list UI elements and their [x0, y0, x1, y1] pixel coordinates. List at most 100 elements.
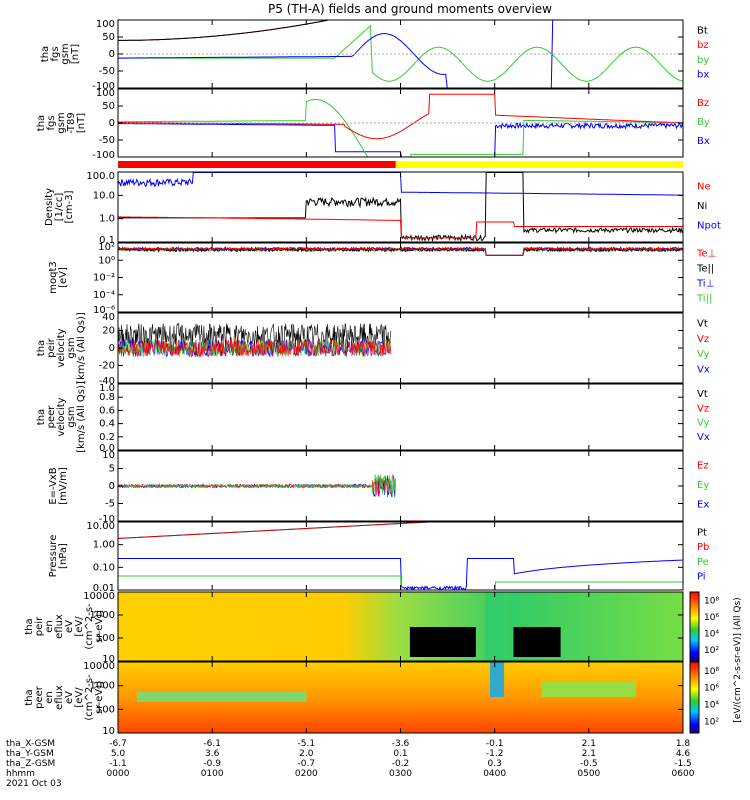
y-axis-label: [nT]: [76, 113, 87, 133]
legend-entry: bz: [697, 40, 709, 51]
y-axis-label: peer: [34, 685, 45, 709]
axis-row-label: hhmm: [6, 769, 35, 779]
y-tick-label: 100: [96, 88, 115, 99]
y-axis-label: eflux: [54, 685, 65, 710]
legend-entry: Vy: [697, 349, 710, 360]
colorbar-gradient: [689, 591, 700, 662]
y-axis-label: [mV/m]: [58, 467, 69, 505]
y-tick-label: -40: [99, 376, 115, 387]
series-by: [118, 24, 683, 82]
y-tick-label: 0.4: [99, 419, 115, 430]
plot-area: [118, 592, 683, 661]
y-tick-label: -50: [99, 135, 115, 146]
y-axis-label: -T89: [66, 112, 77, 134]
axis-tick-value: -6.7: [109, 739, 127, 749]
legend-entry: Te⊥: [696, 249, 716, 260]
y-tick-label: 10: [102, 654, 115, 665]
series-velocity: [118, 338, 392, 358]
y-tick-label: 100: [96, 704, 115, 715]
panel-pressure: 10.00 1.00 0.10 0.01 Pressure [nPa] Pt Pb Pe Pi: [48, 521, 709, 594]
y-tick-label: -50: [99, 66, 115, 77]
y-axis-label: tha: [24, 618, 35, 634]
y-axis-label: gsm: [66, 337, 77, 358]
y-axis-label: velocity: [56, 397, 67, 436]
y-tick-label: 20: [102, 326, 115, 337]
y-axis-label: tha: [36, 409, 47, 425]
colorbar-tick: 10⁴: [704, 629, 719, 639]
axis-date: 2021 Oct 03: [6, 779, 62, 789]
y-tick-label: -100: [92, 150, 115, 161]
y-tick-label: 10.0: [93, 190, 115, 201]
y-axis-label: [km/s (All Qs)]: [76, 312, 87, 384]
series-By: [118, 99, 683, 157]
legend-entry: Bt: [697, 25, 708, 36]
y-tick-label: 0.6: [99, 405, 115, 416]
colorbar-tick: 10⁸: [704, 667, 719, 677]
axis-tick-value: 1.8: [676, 739, 691, 749]
colorbar: 10⁸ 10⁶ 10⁴ 10²: [689, 591, 719, 662]
y-axis-label: peir: [34, 616, 45, 636]
y-tick-label: 0.10: [93, 562, 115, 573]
y-axis-label: velocity: [56, 328, 67, 367]
plot-area: [118, 20, 683, 88]
mode-bar-slow: [118, 161, 396, 168]
y-tick-label: 1000: [90, 610, 115, 621]
y-tick-label: 0: [109, 481, 115, 492]
y-axis-label: eV: [64, 620, 75, 633]
y-axis-label: (cm^2-s-: [84, 674, 95, 721]
panel-peir_spectrogram: 10000 1000 100 10 tha peir en eflux eV [eV/(cm^2-…: [24, 591, 684, 665]
legend-entry: Te||: [696, 264, 714, 275]
y-axis-label: fgs: [50, 46, 61, 61]
y-axis-label: gsm: [60, 43, 71, 64]
y-tick-label: -20: [99, 361, 115, 372]
y-tick-label: 0: [109, 118, 115, 129]
y-tick-label: -10: [99, 514, 115, 525]
y-tick-label: 0: [109, 49, 115, 60]
axis-tick-value: 2.1: [582, 749, 596, 759]
axis-tick-value: -3.6: [392, 739, 410, 749]
spectrogram-feature: [513, 627, 561, 657]
y-tick-label: 0.0: [99, 443, 115, 454]
y-axis-label: gsm: [56, 112, 67, 133]
y-tick-label: 50: [102, 101, 115, 112]
legend-entry: Ti⊥: [696, 279, 714, 290]
axis-tick-value: -0.7: [298, 759, 316, 769]
axis-tick-value: 0200: [295, 769, 318, 779]
legend-entry: Bz: [697, 98, 709, 109]
colorbar-tick: 10⁴: [704, 701, 719, 711]
y-axis-label: peer: [46, 405, 57, 429]
series-Bz: [118, 93, 683, 140]
plot-area: [118, 245, 683, 256]
y-tick-label: 1.0: [99, 383, 115, 394]
series-Pe: [118, 575, 683, 590]
y-tick-label: 100: [96, 19, 115, 30]
series-Ne: [118, 216, 683, 239]
spectrogram-feature: [541, 682, 636, 697]
y-axis-label: [km/s (All Qs)]: [76, 381, 87, 453]
plot-area: [118, 322, 392, 358]
y-axis-label: tha: [36, 115, 47, 131]
y-tick-label: 50: [102, 32, 115, 43]
axis-tick-value: -0.9: [203, 759, 221, 769]
y-axis-label: [nPa]: [58, 543, 69, 569]
y-axis-label: Density: [44, 188, 55, 226]
y-axis-label: moqt3: [48, 261, 59, 294]
y-axis-label: [cm-3]: [64, 190, 75, 223]
legend-entry: Pi: [697, 572, 706, 583]
y-axis-label: [nT]: [70, 44, 81, 64]
colorbar-tick: 10⁸: [704, 597, 719, 607]
time-axis: tha_X-GSM -6.7 -6.1 -5.1 -3.6 -0.1 2.1 1.8 tha_Y…: [6, 739, 695, 789]
colorbar: 10⁸ 10⁶ 10⁴ 10²: [689, 661, 719, 734]
axis-tick-value: 4.6: [676, 749, 691, 759]
axis-tick-value: 0500: [577, 769, 600, 779]
y-tick-label: 0.01: [93, 583, 115, 594]
y-axis-label: tha: [36, 340, 47, 356]
panel-peer_velocity: 1.00.8 0.6 0.4 0.20.0 tha peer velocity gsm [km/…: [36, 381, 710, 454]
y-tick-label: 0.8: [99, 392, 115, 403]
y-tick-label: 10⁻⁴: [93, 290, 115, 301]
axis-tick-value: -0.5: [580, 759, 598, 769]
panel-frame: [117, 521, 684, 591]
y-tick-label: 100.0: [86, 171, 115, 182]
